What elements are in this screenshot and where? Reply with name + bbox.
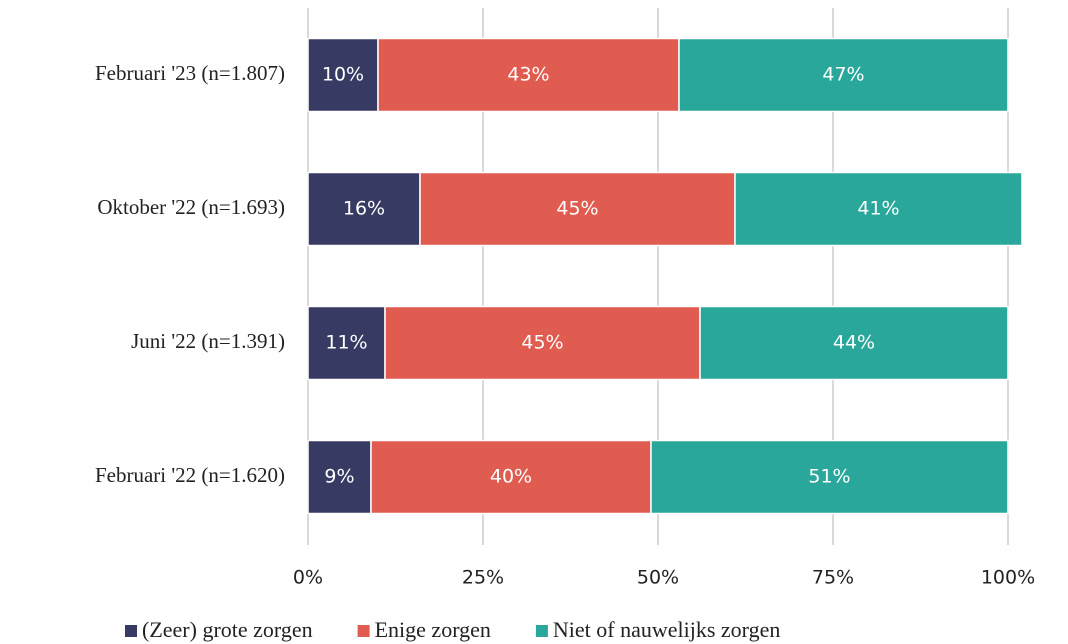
segment-label-group: 47% [822, 64, 864, 86]
segment-label-group: 51% [808, 466, 850, 488]
segment-label-group: 16% [343, 198, 385, 220]
bar-segment [650, 439, 1009, 515]
bar-segment [734, 171, 1023, 247]
data-label: 11% [325, 332, 367, 354]
x-tick-label: 0% [293, 567, 323, 589]
segment-label-group: 11% [325, 332, 367, 354]
legend-label: (Zeer) grote zorgen [142, 617, 313, 642]
data-label: 43% [507, 64, 549, 86]
segment-label-group: 43% [507, 64, 549, 86]
data-label: 47% [822, 64, 864, 86]
legend-label: Enige zorgen [375, 617, 491, 642]
segment-label-group: 45% [556, 198, 598, 220]
bar-segment [678, 37, 1009, 113]
bar-segment [307, 305, 386, 381]
bar-segment [307, 37, 379, 113]
legend-swatch [125, 625, 137, 637]
bar-segment [699, 305, 1009, 381]
data-label: 41% [857, 198, 899, 220]
data-label: 45% [521, 332, 563, 354]
data-label: 51% [808, 466, 850, 488]
bar-segment [370, 439, 652, 515]
x-tick-label: 100% [981, 567, 1035, 589]
segment-label-group: 9% [324, 466, 354, 488]
data-label: 45% [556, 198, 598, 220]
x-tick-label: 75% [812, 567, 854, 589]
data-label: 9% [324, 466, 354, 488]
data-label: 16% [343, 198, 385, 220]
bar-segment [419, 171, 736, 247]
y-tick-label: Juni '22 (n=1.391) [131, 329, 285, 353]
segment-label-group: 45% [521, 332, 563, 354]
data-label: 10% [322, 64, 364, 86]
legend-label: Niet of nauwelijks zorgen [553, 617, 780, 642]
y-tick-label: Februari '23 (n=1.807) [95, 61, 285, 85]
data-label: 40% [490, 466, 532, 488]
segment-label-group: 40% [490, 466, 532, 488]
segment-label-group: 10% [322, 64, 364, 86]
legend-swatch [535, 625, 548, 637]
x-tick-label: 25% [462, 567, 504, 589]
x-tick-label: 50% [637, 567, 679, 589]
segment-label-group: 41% [857, 198, 899, 220]
segment-label-group: 44% [833, 332, 875, 354]
y-tick-label: Februari '22 (n=1.620) [95, 463, 285, 487]
data-label: 44% [833, 332, 875, 354]
bar-segment [377, 37, 680, 113]
legend-swatch [357, 625, 370, 637]
y-tick-label: Oktober '22 (n=1.693) [97, 195, 285, 219]
